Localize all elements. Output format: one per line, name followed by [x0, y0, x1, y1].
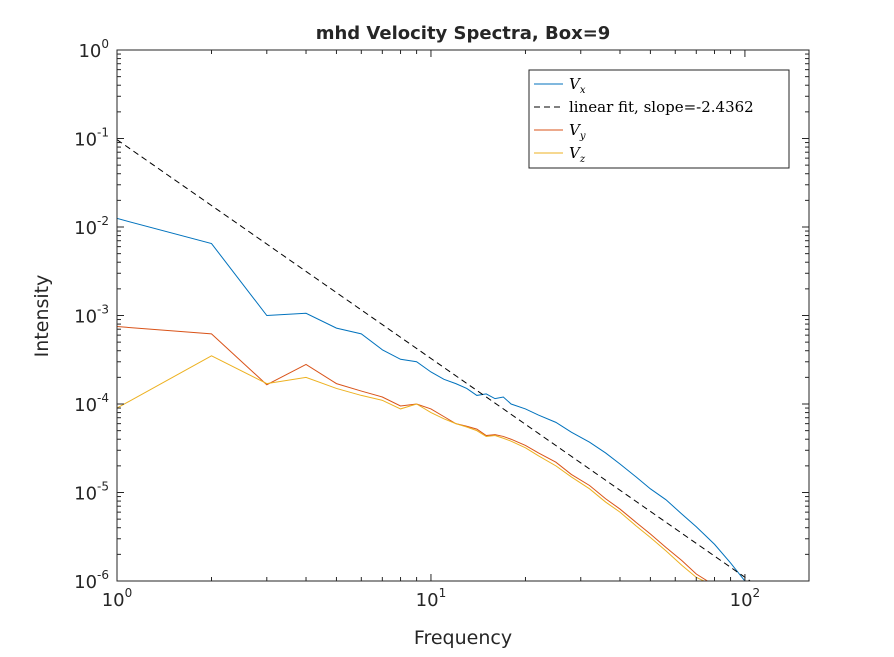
tick-labels-layer: 100 101 102 100 10-1 10-2 10-3 10-4 10-5 10-6: [74, 37, 760, 611]
x-axis-label: Frequency: [414, 627, 512, 649]
series-line-fit: [117, 139, 751, 581]
series-line-y: [117, 326, 708, 581]
legend-label: Vy: [569, 121, 586, 142]
legend-box: [528, 69, 790, 169]
series-line-z: [117, 355, 705, 581]
series-layer: [117, 139, 751, 581]
legend-entry: linear fit, slope=-2.4362: [534, 98, 754, 116]
y-tick-label: 10-1: [74, 126, 109, 151]
x-tick-label: 100: [102, 586, 133, 611]
y-tick-label: 10-4: [74, 391, 109, 416]
legend-entry: Vz: [534, 144, 586, 165]
legend-label: linear fit, slope=-2.4362: [569, 98, 754, 116]
y-tick-label: 10-5: [74, 480, 109, 505]
legend-entry: Vy: [534, 121, 586, 142]
x-tick-label: 102: [730, 586, 761, 611]
y-tick-label: 100: [78, 37, 109, 62]
chart-title: mhd Velocity Spectra, Box=9: [316, 23, 611, 44]
series-line-x: [117, 217, 746, 581]
y-tick-label: 10-2: [74, 214, 109, 239]
legend-label: Vx: [569, 75, 586, 96]
x-tick-label: 101: [416, 586, 447, 611]
legend-label: Vz: [569, 144, 586, 165]
y-tick-label: 10-6: [74, 568, 109, 593]
ticks-layer: [116, 49, 809, 582]
y-tick-label: 10-3: [74, 303, 109, 328]
y-axis-label: Intensity: [31, 275, 53, 358]
legend-entry: Vx: [534, 75, 586, 96]
